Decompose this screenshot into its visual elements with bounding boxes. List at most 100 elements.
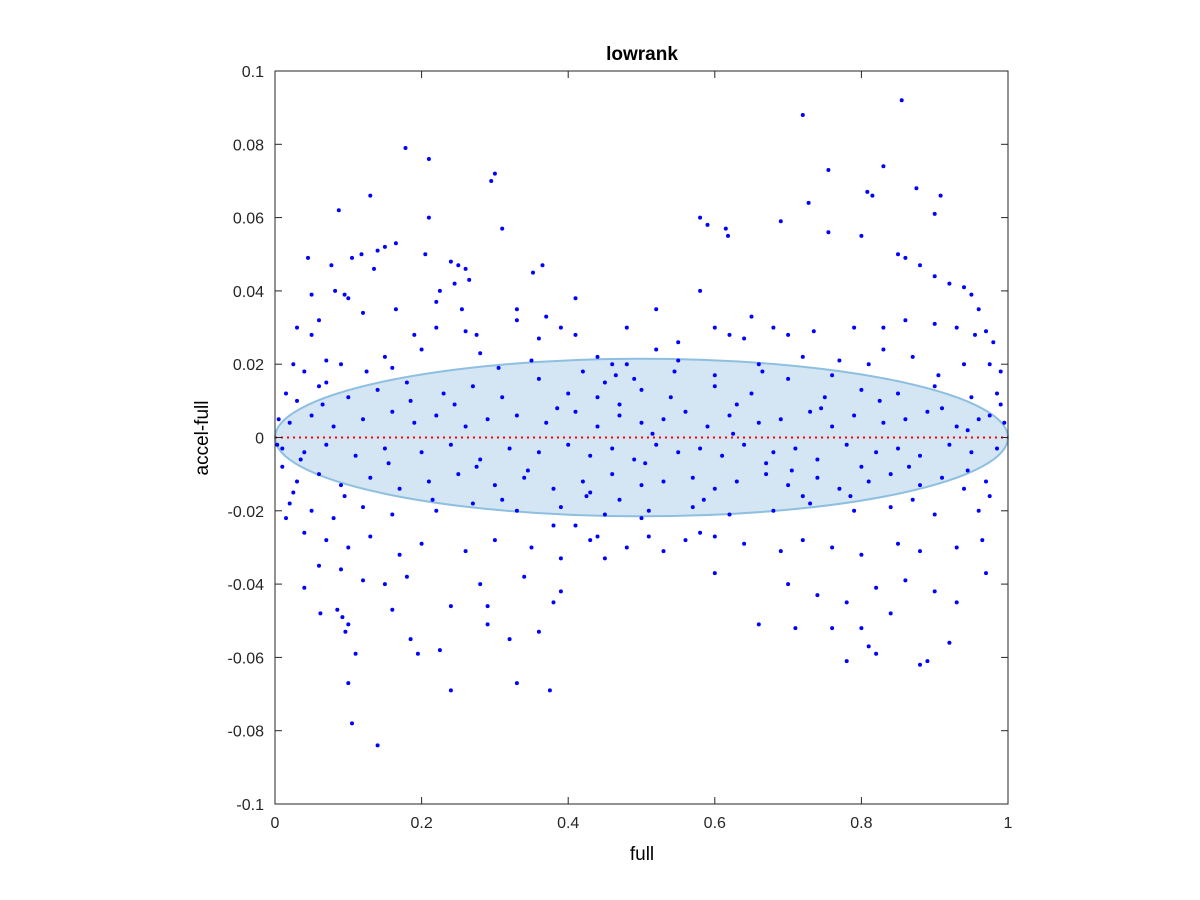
y-tick-label: 0.04 (233, 284, 264, 301)
data-point (456, 263, 461, 268)
y-tick-label: 0.08 (233, 137, 264, 154)
data-point (837, 486, 842, 491)
data-point (877, 398, 882, 403)
data-point (701, 497, 706, 502)
data-point (808, 501, 813, 506)
data-point (984, 571, 988, 576)
data-point (676, 340, 681, 345)
data-point (865, 189, 870, 194)
data-point (980, 538, 985, 543)
data-point (309, 413, 314, 418)
data-point (359, 252, 364, 257)
data-point (452, 281, 457, 286)
data-point (336, 208, 341, 213)
x-axis-label: full (630, 844, 654, 865)
data-point (302, 585, 307, 590)
x-tick-label: 0.2 (410, 815, 432, 832)
data-point (456, 472, 461, 477)
data-point (808, 409, 813, 414)
data-point (786, 332, 791, 337)
data-point (584, 494, 589, 499)
data-point (844, 442, 849, 447)
data-point (361, 310, 365, 315)
data-point (859, 552, 864, 557)
chart-title: lowrank (606, 44, 678, 65)
data-point (826, 230, 831, 235)
data-point (339, 362, 343, 367)
data-point (437, 288, 442, 293)
data-point (936, 373, 941, 378)
data-point (295, 325, 299, 330)
data-point (474, 332, 479, 337)
data-point (613, 373, 618, 378)
data-point (309, 292, 314, 297)
data-point (302, 450, 307, 455)
data-point (918, 549, 922, 554)
data-point (295, 398, 299, 403)
data-point (390, 607, 395, 612)
data-point (852, 325, 857, 330)
data-point (404, 574, 409, 579)
data-point (726, 233, 730, 238)
data-point (654, 442, 659, 447)
data-point (712, 486, 717, 491)
data-point (382, 354, 387, 359)
data-point (368, 534, 373, 539)
data-point (954, 600, 959, 605)
data-point (969, 292, 974, 297)
data-point (734, 479, 739, 484)
data-point (848, 494, 853, 499)
data-point (632, 457, 637, 462)
data-point (610, 446, 615, 451)
data-point (815, 457, 820, 462)
data-point (437, 648, 442, 653)
data-point (573, 332, 578, 337)
data-point (478, 457, 483, 462)
data-point (284, 516, 288, 521)
data-point (415, 651, 420, 656)
data-point (595, 424, 600, 429)
data-point (800, 538, 805, 543)
data-point (602, 556, 607, 561)
data-point (397, 486, 402, 491)
data-point (969, 395, 974, 400)
data-point (478, 582, 483, 587)
data-point (712, 325, 717, 330)
data-point (822, 395, 827, 400)
data-point (888, 505, 893, 510)
data-point (342, 494, 347, 499)
data-point (295, 479, 299, 484)
data-point (698, 530, 703, 535)
data-point (874, 585, 879, 590)
data-point (426, 215, 431, 220)
data-point (324, 358, 329, 363)
data-point (624, 325, 629, 330)
data-point (764, 472, 769, 477)
data-points (275, 98, 1007, 748)
data-point (335, 607, 340, 612)
data-point (756, 362, 761, 367)
data-point (595, 534, 600, 539)
data-point (764, 461, 769, 466)
data-point (661, 479, 666, 484)
data-point (925, 659, 930, 664)
data-point (386, 461, 391, 466)
data-point (881, 325, 886, 330)
data-point (617, 402, 622, 407)
data-point (324, 442, 329, 447)
data-point (375, 248, 380, 253)
data-point (731, 431, 736, 436)
data-point (976, 417, 981, 422)
data-point (881, 420, 886, 425)
data-point (760, 369, 765, 374)
data-point (412, 420, 417, 425)
data-point (340, 615, 345, 620)
data-point (448, 688, 453, 693)
data-point (617, 413, 622, 418)
data-point (540, 263, 545, 268)
data-point (514, 413, 519, 418)
axes: 0 0.2 0.4 0.6 0.8 1 0.1 0.08 0.06 0.04 0.02 0 -0.02 -… (228, 64, 1013, 832)
data-point (280, 464, 285, 469)
data-point (573, 523, 578, 528)
data-point (712, 373, 717, 378)
